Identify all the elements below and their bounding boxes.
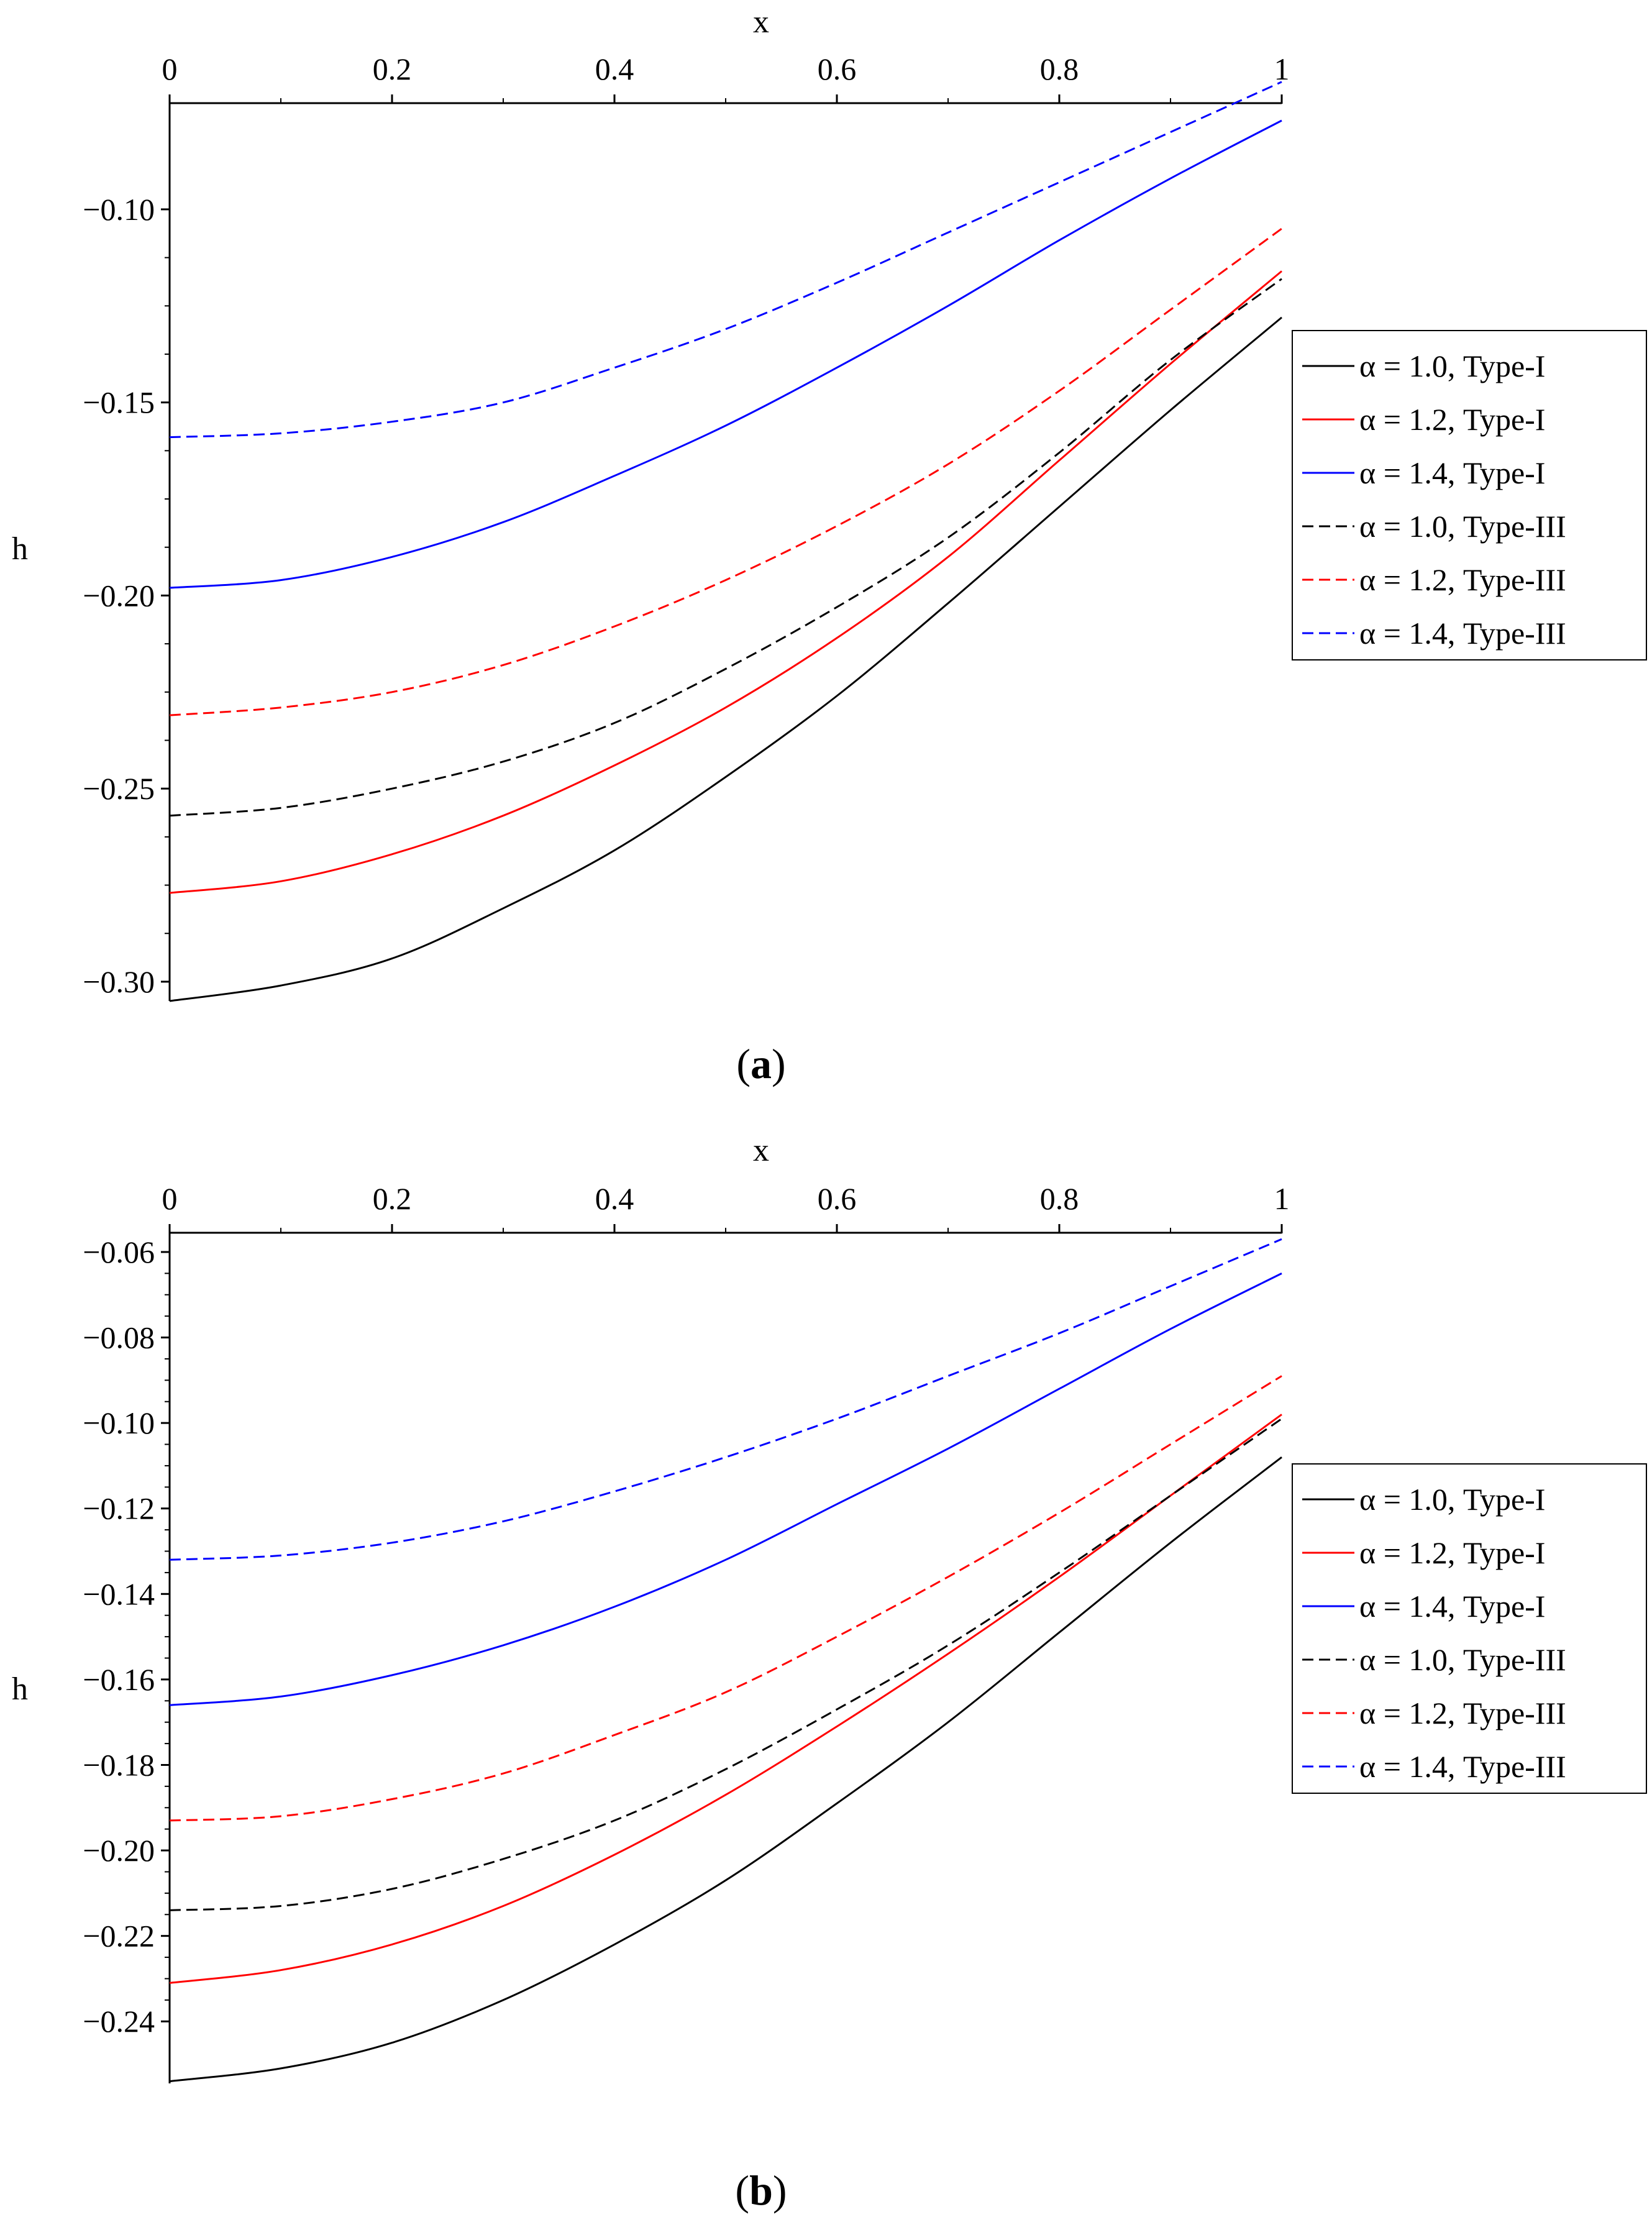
legend-label: α = 1.4, Type-III [1359, 1749, 1566, 1784]
x-tick-label: 1 [1274, 52, 1290, 86]
series-line-1 [169, 1456, 1282, 2083]
legend-label: α = 1.0, Type-III [1359, 509, 1566, 544]
x-tick-label: 0.4 [595, 1181, 634, 1216]
y-tick-label: −0.20 [83, 578, 155, 613]
panel-label-letter: a [751, 1040, 772, 1087]
y-tick-label: −0.10 [83, 1405, 155, 1440]
legend-label: α = 1.2, Type-III [1359, 562, 1566, 597]
panel-label-open: ( [736, 1040, 751, 1087]
legend-label: α = 1.4, Type-I [1359, 1589, 1545, 1624]
y-tick-label: −0.06 [83, 1235, 155, 1269]
legend-label: α = 1.0, Type-I [1359, 349, 1545, 383]
y-tick-label: −0.12 [83, 1491, 155, 1526]
series-line-5 [169, 227, 1282, 716]
panel-label-letter: b [749, 2167, 773, 2214]
series-line-6 [169, 81, 1282, 439]
x-tick-label: 0.6 [818, 1181, 857, 1216]
series-line-1 [169, 316, 1282, 1002]
series-line-6 [169, 1238, 1282, 1561]
legend-label: α = 1.2, Type-I [1359, 402, 1545, 437]
chart-panel-b: 0 0.2 0.4 0.6 0.8 1 −0.24 −0.22 −0.20 −0.18 −0.16 −… [12, 1133, 1647, 2214]
x-tick-label: 1 [1274, 1181, 1290, 1216]
panel-label: (a) [736, 1040, 785, 1087]
x-tick-label: 0.4 [595, 52, 634, 86]
x-tick-label: 0.8 [1040, 52, 1079, 86]
x-axis-label: x [753, 4, 769, 40]
y-axis-label: h [12, 531, 28, 567]
y-tick-label: −0.20 [83, 1833, 155, 1868]
series-line-4 [169, 278, 1282, 817]
panel-label: (b) [735, 2167, 787, 2214]
legend-label: α = 1.0, Type-I [1359, 1482, 1545, 1517]
panel-label-close: ) [772, 1040, 786, 1087]
y-tick-label: −0.24 [83, 2004, 155, 2039]
y-tick-label: −0.22 [83, 1919, 155, 1954]
x-tick-label: 0 [162, 1181, 178, 1216]
legend-label: α = 1.0, Type-III [1359, 1642, 1566, 1677]
series-line-2 [169, 270, 1282, 894]
legend-box [1292, 1463, 1647, 1794]
x-tick-label: 0 [162, 52, 178, 86]
series-line-3 [169, 119, 1282, 589]
series-line-3 [169, 1273, 1282, 1706]
series-line-5 [169, 1375, 1282, 1822]
panel-label-open: ( [735, 2167, 749, 2214]
series-line-2 [169, 1414, 1282, 1984]
series-line-4 [169, 1418, 1282, 1911]
legend-label: α = 1.2, Type-III [1359, 1696, 1566, 1730]
y-tick-label: −0.30 [83, 964, 155, 999]
legend: α = 1.0, Type-I α = 1.2, Type-I α = 1.4, T… [1292, 1463, 1647, 1794]
x-tick-label: 0.8 [1040, 1181, 1079, 1216]
y-tick-label: −0.10 [83, 192, 155, 227]
legend-label: α = 1.4, Type-III [1359, 616, 1566, 651]
y-axis-label: h [12, 1671, 28, 1707]
y-tick-label: −0.15 [83, 385, 155, 420]
panel-label-close: ) [773, 2167, 787, 2214]
x-tick-label: 0.2 [373, 52, 412, 86]
legend: α = 1.0, Type-I α = 1.2, Type-I α = 1.4, T… [1292, 330, 1647, 660]
x-tick-label: 0.6 [818, 52, 857, 86]
y-tick-label: −0.08 [83, 1320, 155, 1355]
chart-panel-a: 0 0.2 0.4 0.6 0.8 1 −0.30 −0.25 −0.20 −0.15 −0.10 x… [12, 4, 1647, 1087]
y-tick-label: −0.25 [83, 771, 155, 806]
legend-box [1292, 330, 1647, 660]
x-axis-label: x [753, 1133, 769, 1168]
legend-label: α = 1.4, Type-I [1359, 455, 1545, 490]
y-tick-label: −0.14 [83, 1576, 155, 1611]
x-tick-label: 0.2 [373, 1181, 412, 1216]
y-tick-label: −0.16 [83, 1662, 155, 1697]
y-tick-label: −0.18 [83, 1747, 155, 1782]
legend-label: α = 1.2, Type-I [1359, 1535, 1545, 1570]
